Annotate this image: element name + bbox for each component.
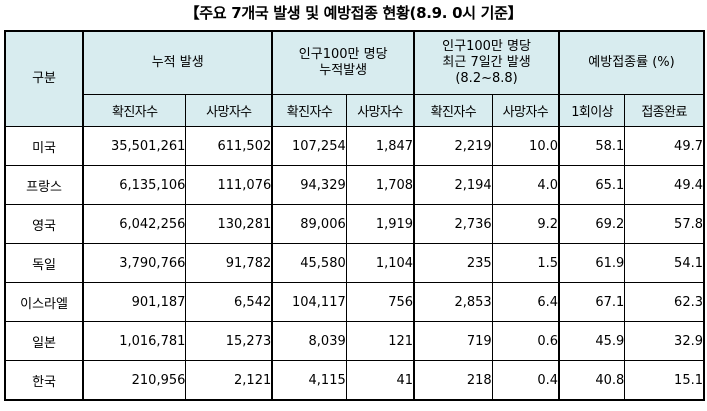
table-cell: 218 xyxy=(413,360,493,401)
country-name: 일본 xyxy=(4,321,84,361)
category-header: 구분 xyxy=(4,30,84,127)
table-cell: 45.9 xyxy=(558,321,626,361)
table-cell: 1,847 xyxy=(345,126,415,166)
table-cell: 3,790,766 xyxy=(82,243,187,283)
table-cell: 67.1 xyxy=(558,282,626,322)
table-cell: 61.9 xyxy=(558,243,626,283)
table-cell: 2,194 xyxy=(413,165,493,205)
table-row: 프랑스 6,135,106 111,076 94,329 1,708 2,194 4.0 65… xyxy=(4,165,705,205)
table-row: 영국 6,042,256 130,281 89,006 1,919 2,736 9.2 69.… xyxy=(4,204,705,244)
table-title: 【주요 7개국 발생 및 예방접종 현황(8.9. 0시 기준】 xyxy=(184,4,523,22)
table-cell: 9.2 xyxy=(491,204,560,244)
table-cell: 756 xyxy=(345,282,415,322)
table-cell: 210,956 xyxy=(82,360,187,401)
group-header-line: 예방접종률 (%) xyxy=(588,55,675,70)
subheader-confirmed: 확진자수 xyxy=(271,94,347,127)
table-cell: 69.2 xyxy=(558,204,626,244)
group-header-line: 인구100만 명당 xyxy=(442,39,531,54)
table-cell: 62.3 xyxy=(624,282,705,322)
table-cell: 6,042,256 xyxy=(82,204,187,244)
subheader-deaths: 사망자수 xyxy=(185,94,273,127)
group-header-vaccination-rate: 예방접종률 (%) xyxy=(558,30,705,95)
subheader-fully-vaccinated: 접종완료 xyxy=(624,94,705,127)
table-cell: 10.0 xyxy=(491,126,560,166)
table-row: 한국 210,956 2,121 4,115 41 218 0.4 40.8 15.1 xyxy=(4,360,705,401)
table-cell: 121 xyxy=(345,321,415,361)
table-row: 미국 35,501,261 611,502 107,254 1,847 2,219 10.0… xyxy=(4,126,705,166)
subheader-deaths: 사망자수 xyxy=(345,94,415,127)
country-name: 한국 xyxy=(4,360,84,401)
group-header-line: 인구100만 명당 xyxy=(298,47,388,62)
subheader-first-dose: 1회이상 xyxy=(558,94,626,127)
country-stats-table: 구분 누적 발생 인구100만 명당 누적발생 인구100만 명당 최근 7일간… xyxy=(4,30,705,401)
table-cell: 15,273 xyxy=(185,321,273,361)
table-cell: 54.1 xyxy=(624,243,705,283)
table-cell: 719 xyxy=(413,321,493,361)
table-cell: 65.1 xyxy=(558,165,626,205)
table-cell: 104,117 xyxy=(271,282,347,322)
table-cell: 4,115 xyxy=(271,360,347,401)
table-body: 미국 35,501,261 611,502 107,254 1,847 2,219 10.0… xyxy=(4,126,705,401)
table-cell: 49.4 xyxy=(624,165,705,205)
country-name: 이스라엘 xyxy=(4,282,84,322)
group-header-per-million-7day: 인구100만 명당 최근 7일간 발생 (8.2~8.8) xyxy=(413,30,560,95)
table-cell: 0.6 xyxy=(491,321,560,361)
table-cell: 57.8 xyxy=(624,204,705,244)
table-cell: 901,187 xyxy=(82,282,187,322)
table-cell: 6.4 xyxy=(491,282,560,322)
table-cell: 111,076 xyxy=(185,165,273,205)
table-cell: 41 xyxy=(345,360,415,401)
table-cell: 1.5 xyxy=(491,243,560,283)
table-cell: 1,708 xyxy=(345,165,415,205)
table-cell: 1,016,781 xyxy=(82,321,187,361)
table-cell: 8,039 xyxy=(271,321,347,361)
group-header-per-million-cumulative: 인구100만 명당 누적발생 xyxy=(271,30,415,95)
subheader-deaths: 사망자수 xyxy=(491,94,560,127)
table-cell: 35,501,261 xyxy=(82,126,187,166)
table-cell: 45,580 xyxy=(271,243,347,283)
table-cell: 89,006 xyxy=(271,204,347,244)
table-cell: 6,542 xyxy=(185,282,273,322)
table-cell: 235 xyxy=(413,243,493,283)
country-name: 미국 xyxy=(4,126,84,166)
subheader-confirmed: 확진자수 xyxy=(82,94,187,127)
group-header-line: 최근 7일간 발생 xyxy=(442,55,531,70)
table-cell: 1,919 xyxy=(345,204,415,244)
group-header-line: 누적발생 xyxy=(319,63,368,78)
table-cell: 107,254 xyxy=(271,126,347,166)
table-cell: 2,121 xyxy=(185,360,273,401)
country-name: 독일 xyxy=(4,243,84,283)
table-cell: 2,853 xyxy=(413,282,493,322)
table-cell: 0.4 xyxy=(491,360,560,401)
table-cell: 40.8 xyxy=(558,360,626,401)
table-cell: 2,736 xyxy=(413,204,493,244)
table-row: 이스라엘 901,187 6,542 104,117 756 2,853 6.4 67.1 62… xyxy=(4,282,705,322)
table-cell: 6,135,106 xyxy=(82,165,187,205)
group-header-line: 누적 발생 xyxy=(151,55,204,70)
table-row: 독일 3,790,766 91,782 45,580 1,104 235 1.5 61.9 54… xyxy=(4,243,705,283)
table-cell: 130,281 xyxy=(185,204,273,244)
group-header-cumulative: 누적 발생 xyxy=(82,30,273,95)
table-cell: 49.7 xyxy=(624,126,705,166)
table-cell: 1,104 xyxy=(345,243,415,283)
table-cell: 32.9 xyxy=(624,321,705,361)
table-cell: 58.1 xyxy=(558,126,626,166)
table-row: 일본 1,016,781 15,273 8,039 121 719 0.6 45.9 32.9 xyxy=(4,321,705,361)
table-cell: 94,329 xyxy=(271,165,347,205)
table-cell: 91,782 xyxy=(185,243,273,283)
table-cell: 4.0 xyxy=(491,165,560,205)
table-cell: 15.1 xyxy=(624,360,705,401)
table-cell: 611,502 xyxy=(185,126,273,166)
table-cell: 2,219 xyxy=(413,126,493,166)
group-header-line: (8.2~8.8) xyxy=(455,71,518,86)
country-name: 프랑스 xyxy=(4,165,84,205)
subheader-confirmed: 확진자수 xyxy=(413,94,493,127)
country-name: 영국 xyxy=(4,204,84,244)
